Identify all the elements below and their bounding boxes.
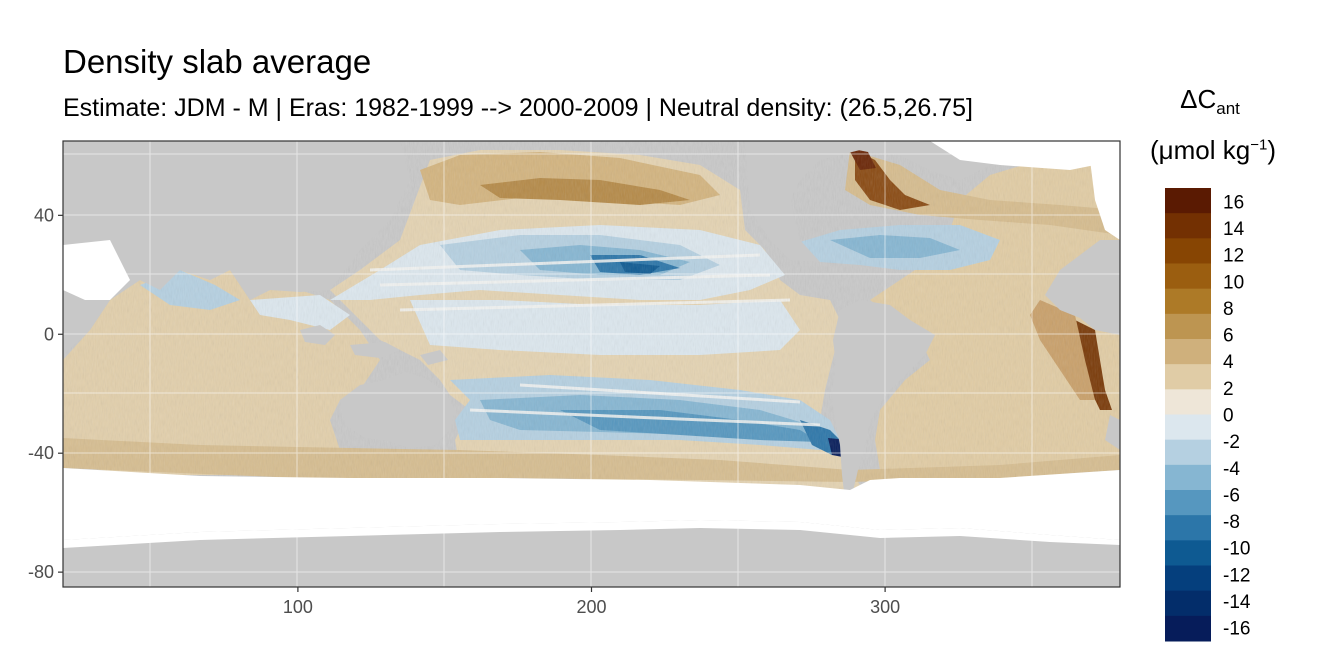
colorbar-label: 14 <box>1223 219 1245 240</box>
colorbar-bin <box>1165 540 1211 566</box>
australia <box>340 372 455 448</box>
colorbar-label: 4 <box>1223 352 1234 373</box>
colorbar-label: -4 <box>1223 459 1240 480</box>
colorbar-bin <box>1165 313 1211 340</box>
plot-subtitle: Estimate: JDM - M | Eras: 1982-1999 --> … <box>63 94 973 122</box>
north-america <box>745 141 820 262</box>
africa <box>1045 240 1120 335</box>
y-tick-label: -40 <box>28 443 54 463</box>
colorbar-label: 16 <box>1223 192 1244 213</box>
colorbar-bin <box>1165 590 1211 617</box>
arctic-no-data <box>930 141 1120 170</box>
colorbar-label: 2 <box>1223 379 1234 400</box>
map-panel <box>63 141 1120 587</box>
y-tick-label: 40 <box>34 205 54 225</box>
colorbar-label: 10 <box>1223 272 1244 293</box>
colorbar-bin <box>1165 188 1211 214</box>
colorbar-bin <box>1165 439 1211 466</box>
colorbar-bin <box>1165 263 1211 290</box>
colorbar-label: -12 <box>1223 565 1250 586</box>
colorbar: 16 14 12 10 8 6 4 2 0 -2 -4 -6 -8 -10 -12 -14 -16 <box>1165 188 1251 642</box>
colorbar-bin <box>1165 339 1211 365</box>
colorbar-label: -6 <box>1223 485 1240 506</box>
colorbar-bin <box>1165 288 1211 315</box>
y-tick-label: 0 <box>44 324 54 344</box>
colorbar-label: -14 <box>1223 592 1251 613</box>
colorbar-bin <box>1165 464 1211 491</box>
grid-lines <box>63 141 1120 587</box>
colorbar-bin <box>1165 213 1211 239</box>
colorbar-bin <box>1165 238 1211 264</box>
x-tick-label: 100 <box>283 597 313 617</box>
colorbar-label: 0 <box>1223 406 1234 427</box>
colorbar-bin <box>1165 565 1211 592</box>
legend-unit: (μmol kg−1) <box>1150 135 1276 165</box>
x-axis: 100 200 300 <box>283 587 900 617</box>
colorbar-bin <box>1165 615 1211 642</box>
colorbar-label: -10 <box>1223 539 1250 560</box>
colorbar-bin <box>1165 515 1211 541</box>
colorbar-bin <box>1165 490 1211 516</box>
colorbar-label: -16 <box>1223 619 1250 640</box>
y-axis: 40 0 -40 -80 <box>28 205 63 582</box>
plot-title: Density slab average <box>63 43 372 80</box>
colorbar-label: -2 <box>1223 432 1240 453</box>
x-tick-label: 200 <box>576 597 606 617</box>
colorbar-label: 8 <box>1223 299 1234 320</box>
y-tick-label: -80 <box>28 562 54 582</box>
colorbar-bin <box>1165 364 1211 390</box>
colorbar-bin <box>1165 389 1211 415</box>
colorbar-bin <box>1165 414 1211 441</box>
legend-title: ΔCant <box>1180 84 1240 118</box>
south-america <box>832 300 935 500</box>
x-tick-label: 300 <box>870 597 900 617</box>
colorbar-label: -8 <box>1223 512 1240 533</box>
colorbar-label: 6 <box>1223 326 1234 347</box>
colorbar-label: 12 <box>1223 246 1244 267</box>
